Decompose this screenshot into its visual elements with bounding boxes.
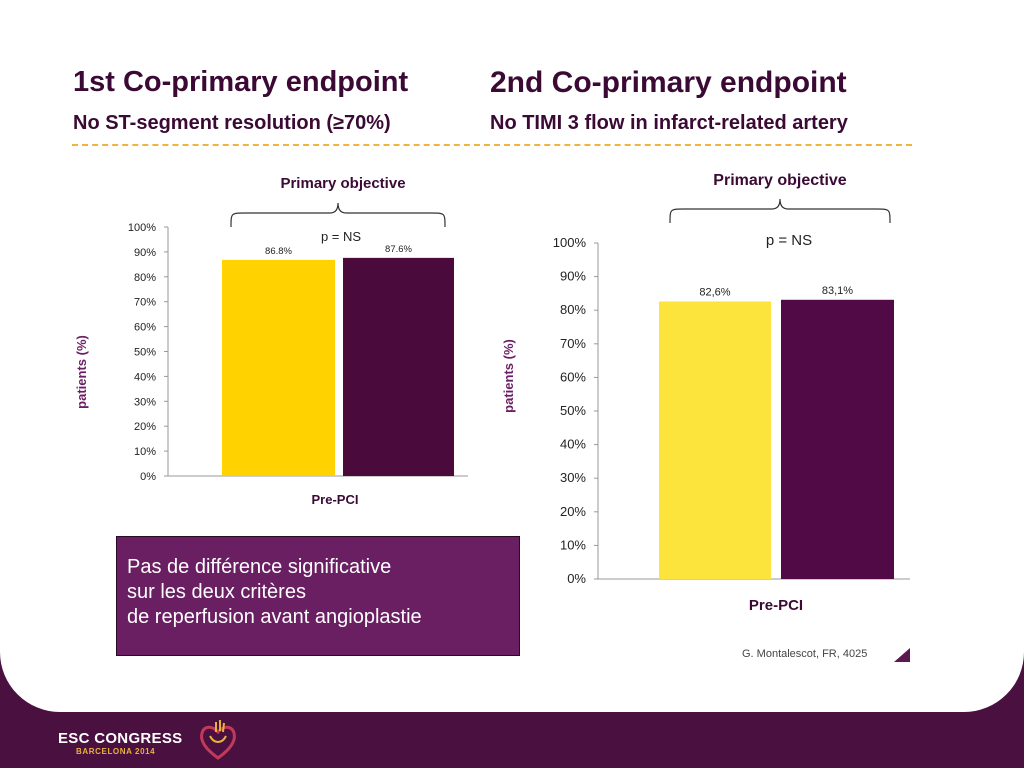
chart-0-y-tick-label: 40% [134, 371, 156, 383]
chart-1-y-tick-label: 50% [560, 403, 586, 418]
chart-1-y-tick-label: 40% [560, 437, 586, 452]
chart-1-y-tick-label: 0% [567, 571, 586, 586]
chart-0-data-label: 86.8% [265, 246, 292, 257]
chart-0-y-tick-label: 10% [134, 446, 156, 458]
chart-1-bar [781, 299, 894, 579]
chart-1-y-tick-label: 20% [560, 504, 586, 519]
esc-congress-logo: ESC CONGRESS BARCELONA 2014 [58, 730, 182, 756]
chart-1-y-tick-label: 10% [560, 537, 586, 552]
logo-sub-text: BARCELONA 2014 [76, 747, 156, 756]
chart-0-y-tick-label: 60% [134, 322, 156, 334]
chart-0-y-tick-label: 90% [134, 247, 156, 259]
chart-0-title: Primary objective [280, 175, 405, 192]
chart-1-y-tick-label: 90% [560, 269, 586, 284]
chart-1-y-tick-label: 100% [553, 235, 587, 250]
chart-0-bar [343, 257, 454, 476]
chart-1-bar [659, 301, 771, 579]
chart-1-y-tick-label: 30% [560, 470, 586, 485]
chart-1-data-label: 82,6% [699, 286, 730, 298]
conclusion-line-1: Pas de différence significative [127, 556, 392, 578]
dashed-divider [72, 144, 912, 146]
heart-logo-icon [200, 720, 236, 760]
chart-0-y-tick-label: 0% [140, 471, 156, 483]
chart-0-x-label: Pre-PCI [312, 492, 359, 507]
chart-1-title: Primary objective [713, 172, 847, 189]
chart-0-data-label: 87.6% [385, 244, 412, 255]
chart-1-y-label: patients (%) [501, 339, 516, 413]
corner-decoration [894, 648, 910, 662]
chart-1-x-label: Pre-PCI [749, 597, 803, 614]
chart-0-y-tick-label: 70% [134, 297, 156, 309]
right-endpoint-subtitle: No TIMI 3 flow in infarct-related artery [490, 112, 848, 134]
chart-1-y-tick-label: 70% [560, 336, 586, 351]
credit-text: G. Montalescot, FR, 4025 [742, 648, 868, 660]
chart-1-data-label: 83,1% [822, 285, 853, 297]
chart-0-y-label: patients (%) [74, 335, 89, 409]
chart-1-p-value: p = NS [766, 232, 812, 249]
conclusion-line-3: de reperfusion avant angioplastie [127, 606, 422, 628]
left-endpoint-title: 1st Co-primary endpoint [73, 66, 409, 98]
chart-0-y-tick-label: 50% [134, 347, 156, 359]
chart-1-brace [669, 198, 891, 224]
conclusion-box: Pas de différence significative sur les … [116, 536, 520, 656]
chart-0-y-tick-label: 100% [128, 222, 156, 234]
chart-0-brace [230, 202, 446, 228]
slide: 1st Co-primary endpoint No ST-segment re… [0, 0, 1024, 712]
right-endpoint-title: 2nd Co-primary endpoint [490, 66, 847, 99]
charts-canvas: 0% 10% 20% 30% 40% 50% 60% 70% 80% 90% 100% 86.8% 87… [74, 172, 910, 614]
chart-0-bar [222, 259, 335, 476]
chart-0-p-value: p = NS [321, 229, 361, 244]
chart-0-y-tick-label: 80% [134, 272, 156, 284]
chart-1-y-tick-label: 60% [560, 369, 586, 384]
left-endpoint-subtitle: No ST-segment resolution (≥70%) [73, 112, 391, 134]
chart-0-y-tick-label: 20% [134, 421, 156, 433]
logo-main-text: ESC CONGRESS [58, 730, 183, 747]
conclusion-line-2: sur les deux critères [127, 581, 306, 603]
chart-1-y-tick-label: 80% [560, 302, 586, 317]
chart-0-y-tick-label: 30% [134, 396, 156, 408]
